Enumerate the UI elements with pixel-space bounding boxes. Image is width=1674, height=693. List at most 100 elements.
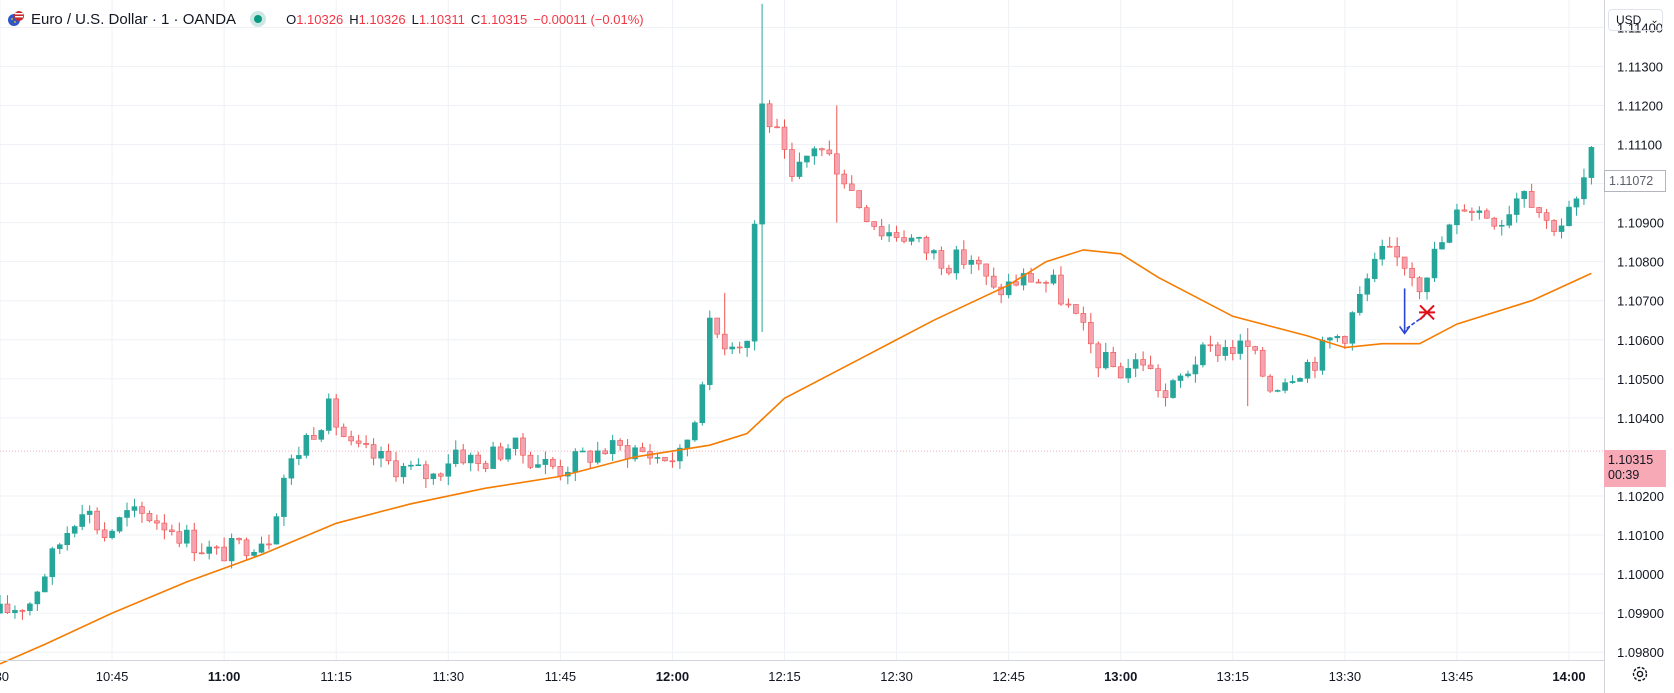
candle-down — [863, 207, 870, 222]
candle-up — [1200, 344, 1206, 366]
candle-down — [602, 450, 608, 455]
chevron-down-icon: ⌄ — [1650, 14, 1659, 26]
candle-up — [908, 237, 915, 242]
candle-up — [1498, 224, 1505, 227]
current-price-value: 1.10315 — [1608, 453, 1654, 467]
candle-down — [1058, 274, 1064, 305]
candle-down — [819, 148, 825, 151]
candle-down — [990, 275, 997, 288]
candle-up — [572, 451, 579, 473]
candle-up — [1274, 390, 1281, 392]
candle-down — [1162, 390, 1169, 398]
candle-up — [1364, 278, 1371, 295]
candle-down — [266, 543, 272, 546]
open-label: O — [286, 11, 297, 27]
candle-up — [86, 510, 93, 515]
candle-down — [154, 520, 160, 524]
candle-up — [1349, 312, 1356, 344]
candle-up — [281, 477, 287, 517]
candle-down — [385, 451, 392, 462]
candle-down — [94, 510, 100, 531]
candle-down — [1401, 256, 1408, 269]
moving-average-line — [0, 249, 1592, 665]
candle-down — [998, 286, 1004, 296]
candle-up — [131, 506, 138, 511]
price-tick-label: 1.10000 — [1617, 567, 1664, 582]
candle-up — [1476, 210, 1483, 213]
candle-down — [975, 259, 982, 265]
candle-up — [273, 516, 280, 545]
close-value: 1.10315 — [480, 11, 528, 27]
candle-up — [408, 464, 414, 467]
candle-down — [243, 539, 250, 556]
candle-up — [183, 529, 190, 544]
candle-down — [1267, 375, 1273, 392]
currency-label: USD — [1616, 13, 1642, 27]
time-tick-label: 11:15 — [320, 669, 352, 684]
candle-up — [512, 437, 519, 449]
candle-up — [251, 551, 257, 556]
candle-down — [669, 460, 676, 463]
candle-up — [1439, 242, 1445, 250]
candle-up — [744, 340, 750, 348]
time-tick-label: 13:00 — [1104, 669, 1137, 684]
candle-down — [1409, 268, 1415, 279]
close-label: C — [470, 11, 481, 27]
candle-down — [550, 458, 556, 467]
time-tick-label: 12:00 — [656, 669, 689, 684]
candle-down — [370, 444, 377, 459]
candle-up — [490, 446, 496, 469]
price-tick-label: 1.10700 — [1617, 294, 1664, 309]
candle-up — [109, 530, 115, 538]
candle-down — [169, 529, 175, 532]
candle-up — [0, 603, 3, 614]
candle-up — [258, 543, 265, 553]
candle-up — [415, 464, 422, 467]
candle-down — [901, 237, 907, 242]
candle-up — [12, 610, 18, 613]
candle-up — [1020, 273, 1027, 286]
symbol-title[interactable]: Euro / U.S. Dollar · 1 · OANDA — [31, 10, 237, 28]
time-tick-label: 14:00 — [1552, 669, 1585, 684]
candle-down — [310, 435, 317, 440]
candle-up — [1185, 373, 1191, 377]
candle-down — [983, 263, 990, 277]
candle-up — [751, 223, 758, 342]
candle-up — [953, 249, 960, 274]
candle-up — [759, 103, 765, 225]
candle-down — [1416, 277, 1423, 293]
time-tick-label: 12:45 — [992, 669, 1025, 684]
candle-down — [1043, 281, 1049, 284]
candle-up — [27, 603, 33, 611]
candle-down — [856, 190, 863, 209]
candle-down — [1312, 361, 1318, 371]
price-tick-label: 1.10900 — [1617, 216, 1664, 231]
candle-up — [228, 538, 235, 562]
currency-button[interactable]: USD ⌄ — [1608, 9, 1663, 31]
candle-down — [893, 232, 900, 238]
candle-down — [1551, 220, 1557, 232]
change-value: −0.00011 (−0.01%) — [533, 11, 644, 27]
candle-up — [430, 473, 437, 480]
price-tick-label: 1.11200 — [1617, 98, 1663, 113]
candle-down — [460, 449, 467, 464]
open-value: 1.10326 — [296, 11, 344, 27]
candle-up — [1424, 277, 1430, 293]
candle-down — [1259, 349, 1266, 377]
candle-down — [1095, 343, 1102, 369]
candle-down — [1140, 359, 1146, 366]
candle-up — [535, 464, 541, 468]
candle-up — [692, 422, 698, 441]
candle-up — [1319, 339, 1326, 371]
gear-icon[interactable] — [1630, 664, 1650, 684]
high-value: 1.10326 — [358, 11, 406, 27]
candle-down — [1252, 346, 1258, 351]
candle-up — [579, 450, 586, 453]
candle-up — [505, 448, 511, 460]
candle-down — [423, 464, 429, 480]
exit-cross-marker — [1419, 304, 1436, 321]
candle-down — [101, 529, 108, 538]
candle-up — [206, 546, 212, 554]
